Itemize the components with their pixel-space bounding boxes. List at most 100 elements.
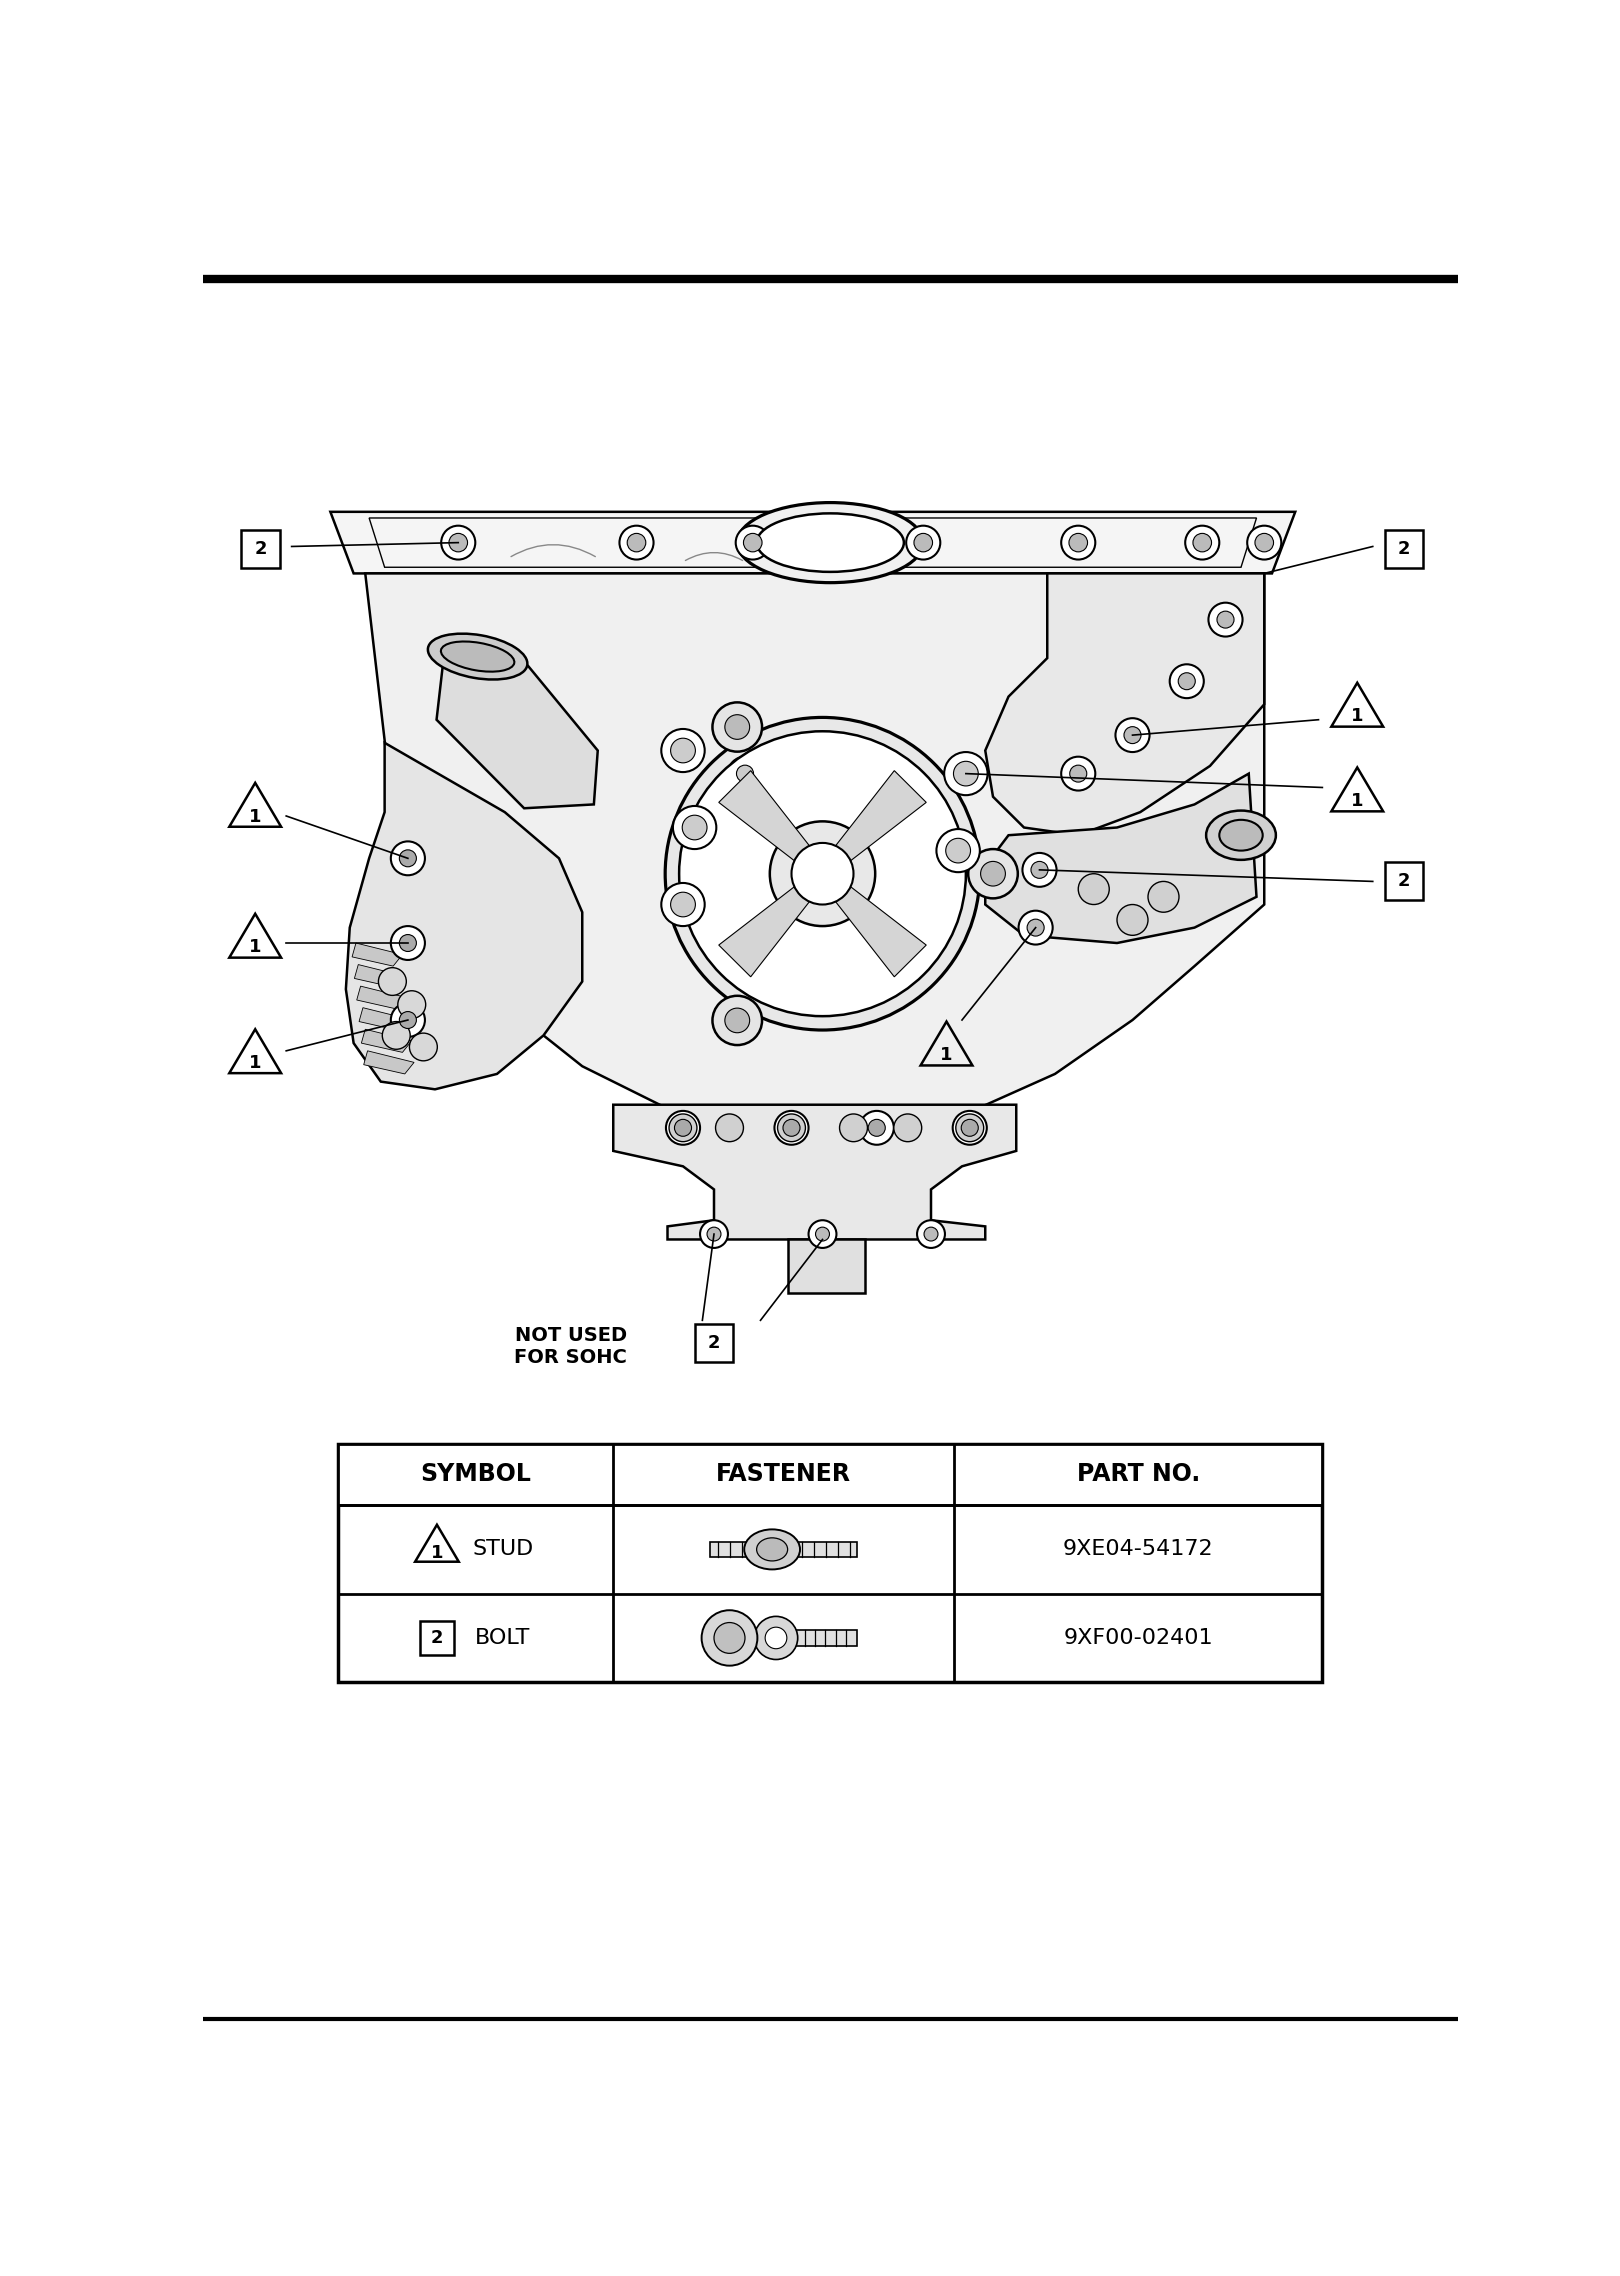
Circle shape [774, 1111, 808, 1145]
Circle shape [980, 860, 1006, 885]
Circle shape [379, 967, 407, 995]
Circle shape [724, 1008, 750, 1033]
Bar [241, 530, 280, 567]
Circle shape [700, 1220, 727, 1247]
Circle shape [1149, 881, 1179, 913]
Circle shape [410, 1033, 437, 1061]
Circle shape [671, 892, 695, 917]
Circle shape [944, 751, 988, 794]
Circle shape [441, 526, 475, 560]
Text: 2: 2 [431, 1630, 444, 1648]
Ellipse shape [714, 1623, 745, 1652]
Polygon shape [355, 965, 405, 988]
Circle shape [666, 1111, 700, 1145]
Circle shape [792, 842, 854, 904]
Circle shape [1118, 904, 1149, 935]
Polygon shape [352, 942, 402, 965]
Text: 1: 1 [249, 938, 261, 956]
Text: 1: 1 [1351, 792, 1364, 810]
Circle shape [1022, 854, 1056, 888]
Bar [695, 1325, 734, 1363]
Bar [757, 1630, 857, 1646]
Circle shape [953, 1111, 987, 1145]
Circle shape [954, 760, 978, 785]
Bar [1385, 530, 1422, 567]
Circle shape [737, 765, 753, 783]
Circle shape [713, 997, 761, 1045]
Circle shape [1192, 533, 1212, 551]
Ellipse shape [757, 514, 904, 571]
Ellipse shape [701, 1609, 758, 1666]
Ellipse shape [1207, 810, 1277, 860]
Polygon shape [364, 1052, 415, 1074]
Circle shape [671, 737, 695, 762]
Circle shape [661, 883, 705, 926]
Circle shape [1178, 674, 1196, 690]
Polygon shape [836, 772, 927, 860]
Circle shape [860, 1111, 894, 1145]
Polygon shape [330, 512, 1296, 574]
Text: NOT USED
FOR SOHC: NOT USED FOR SOHC [514, 1327, 627, 1368]
Circle shape [400, 1011, 416, 1029]
Polygon shape [347, 742, 582, 1090]
Circle shape [682, 815, 706, 840]
Text: 1: 1 [431, 1543, 444, 1561]
Text: 1: 1 [940, 1047, 953, 1065]
Circle shape [956, 1113, 983, 1143]
Circle shape [923, 1227, 938, 1240]
Circle shape [713, 703, 761, 751]
Polygon shape [719, 888, 810, 976]
Ellipse shape [428, 633, 528, 681]
Circle shape [961, 1120, 978, 1136]
Circle shape [1019, 910, 1053, 945]
Ellipse shape [737, 503, 923, 583]
Circle shape [1209, 603, 1243, 637]
Circle shape [390, 842, 424, 876]
Polygon shape [356, 986, 407, 1008]
Ellipse shape [744, 1529, 800, 1570]
Polygon shape [985, 774, 1257, 942]
Circle shape [674, 1120, 692, 1136]
Text: 9XF00-02401: 9XF00-02401 [1063, 1627, 1213, 1648]
Circle shape [1217, 612, 1234, 628]
Circle shape [661, 728, 705, 772]
Circle shape [1256, 533, 1273, 551]
Circle shape [969, 849, 1017, 899]
Circle shape [400, 935, 416, 951]
Circle shape [399, 990, 426, 1017]
Circle shape [382, 1022, 410, 1049]
Circle shape [619, 526, 653, 560]
Circle shape [1061, 756, 1095, 790]
Bar [1385, 863, 1422, 901]
Polygon shape [360, 1008, 410, 1031]
Text: 2: 2 [708, 1334, 721, 1352]
Circle shape [735, 526, 770, 560]
Text: STUD: STUD [471, 1539, 533, 1559]
Circle shape [1124, 726, 1140, 744]
Text: 2: 2 [254, 539, 267, 558]
Text: FASTENER: FASTENER [716, 1461, 850, 1486]
Text: 9XE04-54172: 9XE04-54172 [1063, 1539, 1213, 1559]
Text: 1: 1 [249, 808, 261, 826]
Polygon shape [836, 888, 927, 976]
Circle shape [782, 1120, 800, 1136]
Circle shape [868, 1120, 885, 1136]
Circle shape [1247, 526, 1281, 560]
Bar [339, 1443, 1322, 1504]
Circle shape [1030, 860, 1048, 879]
Text: 1: 1 [1351, 708, 1364, 726]
Circle shape [1027, 920, 1045, 935]
Circle shape [946, 838, 970, 863]
Text: 2: 2 [1398, 872, 1409, 890]
Polygon shape [364, 574, 1264, 1129]
Polygon shape [719, 772, 810, 860]
Polygon shape [436, 667, 598, 808]
Polygon shape [985, 574, 1264, 835]
Circle shape [706, 1227, 721, 1240]
Circle shape [1170, 665, 1204, 699]
Ellipse shape [765, 1627, 787, 1648]
Polygon shape [614, 1104, 1016, 1240]
Circle shape [727, 756, 761, 790]
Ellipse shape [755, 1616, 797, 1659]
Circle shape [778, 1113, 805, 1143]
